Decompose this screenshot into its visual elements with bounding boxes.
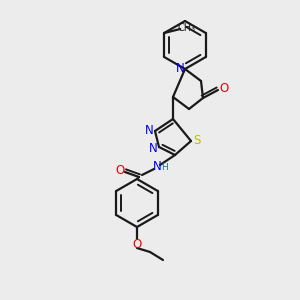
Text: N: N	[176, 62, 184, 76]
Text: O: O	[132, 238, 142, 250]
Text: N: N	[148, 142, 158, 155]
Text: H: H	[160, 164, 167, 172]
Text: N: N	[153, 160, 161, 173]
Text: N: N	[145, 124, 153, 136]
Text: O: O	[219, 82, 229, 94]
Text: S: S	[193, 134, 201, 148]
Text: O: O	[116, 164, 124, 176]
Text: CH₃: CH₃	[177, 23, 195, 33]
